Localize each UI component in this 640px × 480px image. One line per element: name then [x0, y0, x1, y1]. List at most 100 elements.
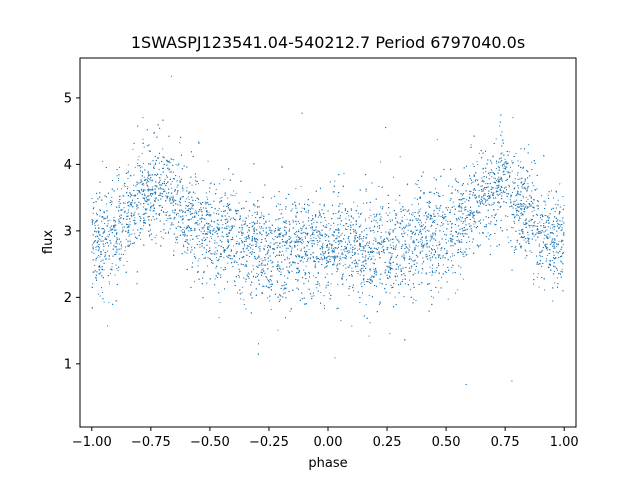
data-point [227, 225, 229, 227]
data-point [147, 170, 149, 172]
data-point [370, 277, 372, 279]
data-point [345, 218, 347, 220]
data-point [304, 254, 306, 256]
data-point [281, 208, 283, 210]
data-point [219, 183, 221, 185]
data-point [283, 292, 285, 294]
data-point [313, 295, 315, 297]
data-point [556, 245, 558, 247]
data-point [338, 252, 340, 254]
data-point [229, 226, 231, 228]
data-point [124, 250, 126, 252]
data-point [211, 238, 213, 240]
data-point [462, 278, 464, 280]
data-point [456, 220, 458, 222]
data-point [279, 209, 281, 211]
data-point [534, 225, 536, 227]
data-point [379, 282, 381, 284]
data-point [368, 217, 370, 219]
data-point [350, 224, 352, 226]
data-point [363, 202, 365, 204]
data-point [108, 281, 110, 283]
data-point [350, 221, 352, 223]
data-point [539, 214, 541, 216]
data-point [372, 262, 374, 264]
data-point [263, 286, 265, 288]
data-point [552, 227, 554, 229]
data-point [520, 213, 522, 215]
data-point [516, 174, 518, 176]
data-point [295, 236, 297, 238]
data-point [158, 169, 160, 171]
data-point [533, 273, 535, 275]
data-point [143, 184, 145, 186]
data-point [412, 240, 414, 242]
data-point [223, 178, 225, 180]
data-point [242, 249, 244, 251]
data-point [314, 265, 316, 267]
data-point [355, 266, 357, 268]
data-point [440, 248, 442, 250]
data-point [209, 183, 211, 185]
data-point [487, 232, 489, 234]
data-point [439, 225, 441, 227]
data-point [326, 273, 328, 275]
data-point [136, 206, 138, 208]
data-point [402, 257, 404, 259]
data-point [485, 171, 487, 172]
data-point [467, 210, 469, 212]
data-point [360, 224, 362, 226]
data-point [208, 191, 210, 193]
data-point [126, 212, 128, 214]
data-point [302, 241, 304, 243]
data-point [226, 226, 228, 228]
data-point [142, 162, 144, 164]
data-point [141, 152, 143, 154]
data-point [123, 264, 125, 266]
data-point [516, 190, 518, 192]
data-point [407, 251, 409, 253]
data-point [337, 284, 339, 286]
data-point [351, 325, 353, 327]
data-point [109, 229, 111, 231]
data-point [124, 186, 126, 188]
data-point [447, 221, 449, 223]
data-point [261, 239, 263, 240]
data-point [561, 227, 563, 229]
data-point [130, 203, 132, 205]
data-point [547, 237, 549, 239]
data-point [414, 249, 416, 251]
data-point [206, 265, 208, 267]
data-point [285, 250, 287, 252]
data-point [400, 283, 402, 285]
data-point [305, 265, 307, 267]
data-point [395, 279, 397, 281]
data-point [155, 174, 157, 176]
data-point [219, 302, 221, 304]
data-point [187, 196, 189, 198]
data-point [403, 230, 405, 232]
data-point [302, 261, 304, 263]
data-point [536, 232, 538, 234]
data-point [480, 219, 482, 221]
data-point [228, 231, 230, 233]
data-point [108, 236, 110, 238]
data-point [209, 226, 211, 228]
data-point [169, 228, 171, 230]
data-point [336, 235, 338, 237]
data-point [290, 249, 292, 251]
data-point [347, 252, 349, 254]
data-point [309, 235, 311, 237]
data-point [376, 242, 378, 244]
data-point [116, 251, 118, 253]
data-point [417, 245, 419, 247]
data-point [408, 271, 410, 273]
data-point [274, 242, 276, 244]
data-point [201, 254, 203, 256]
data-point [403, 253, 405, 255]
data-point [517, 160, 519, 162]
data-point [426, 216, 428, 218]
data-point [463, 251, 465, 253]
data-point [95, 278, 97, 280]
